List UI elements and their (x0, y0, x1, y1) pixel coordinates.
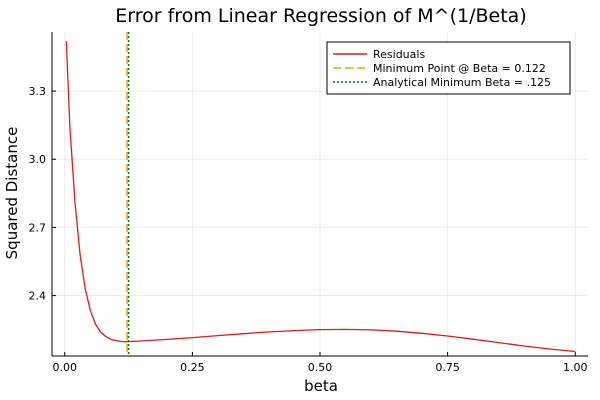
x-tick-label: 0.25 (180, 361, 205, 374)
x-tick-label: 0.75 (435, 361, 460, 374)
tick-labels: 0.00 0.25 0.50 0.75 1.00 2.4 2.7 3.0 3.3 (29, 85, 588, 374)
x-tick-label: 0.50 (308, 361, 333, 374)
legend-label-minimum-point: Minimum Point @ Beta = 0.122 (373, 62, 546, 75)
y-tick-label: 2.7 (29, 221, 47, 234)
chart-title: Error from Linear Regression of M^(1/Bet… (115, 5, 526, 27)
x-axis-title: beta (304, 377, 338, 395)
series (65, 32, 576, 356)
y-tick-label: 3.0 (29, 153, 47, 166)
legend-box (326, 41, 571, 95)
y-axis-title: Squared Distance (3, 127, 21, 260)
x-tick-label: 0.00 (53, 361, 78, 374)
residuals-series-line (65, 41, 576, 353)
y-tick-label: 3.3 (29, 85, 47, 98)
x-tick-label: 1.00 (563, 361, 588, 374)
axes (51, 32, 588, 357)
legend: Residuals Minimum Point @ Beta = 0.122 A… (326, 41, 571, 95)
y-tick-label: 2.4 (29, 290, 47, 303)
legend-label-analytical-minimum: Analytical Minimum Beta = .125 (373, 76, 551, 89)
legend-label-residuals: Residuals (373, 48, 425, 61)
